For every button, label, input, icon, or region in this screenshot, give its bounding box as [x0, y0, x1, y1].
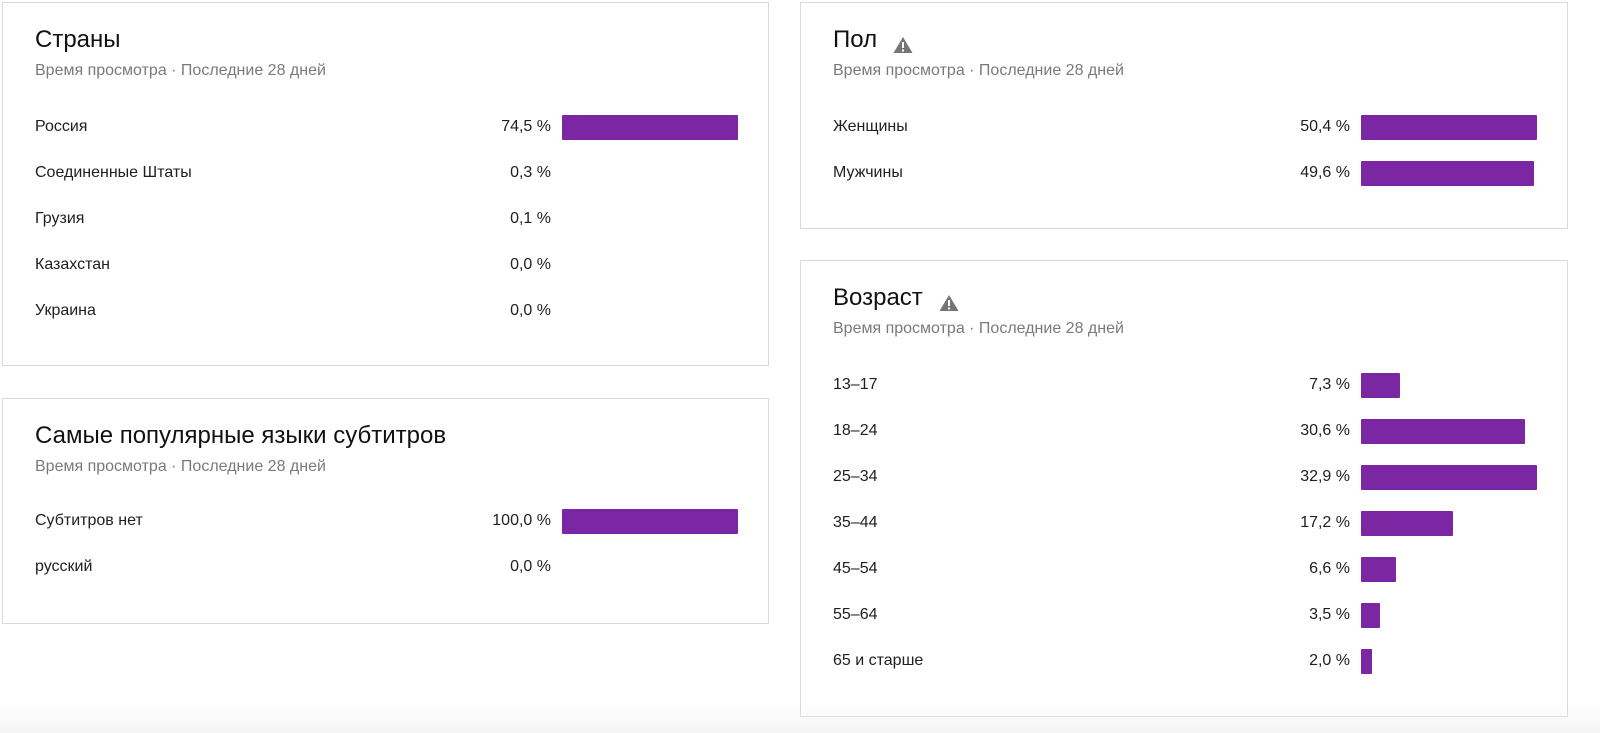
age-row-bar [1361, 419, 1525, 444]
subtitle-languages-rows: Субтитров нет 100,0 % русский 0,0 % [35, 505, 738, 597]
age-row-bar [1361, 373, 1400, 398]
countries-row-value: 0,0 % [510, 302, 551, 319]
age-row-value: 17,2 % [1300, 514, 1350, 531]
gender-row-bar [1361, 115, 1537, 140]
countries-row-label: Россия [35, 118, 88, 135]
age-row: 25–34 32,9 % [833, 461, 1537, 507]
age-row: 18–24 30,6 % [833, 415, 1537, 461]
countries-row: Соединенные Штаты 0,3 % [35, 157, 738, 203]
countries-row-label: Соединенные Штаты [35, 164, 192, 181]
warning-icon[interactable] [893, 32, 913, 53]
countries-title-text: Страны [35, 26, 121, 53]
countries-card: Страны Время просмотра · Последние 28 дн… [2, 2, 769, 366]
subtitle-languages-card: Самые популярные языки субтитров Время п… [2, 398, 769, 624]
gender-card: Пол Время просмотра · Последние 28 дней … [800, 2, 1568, 229]
age-row-bar [1361, 649, 1372, 674]
gender-title: Пол [833, 25, 913, 55]
subtitles-row-value: 100,0 % [492, 512, 551, 529]
subtitle-languages-title-text: Самые популярные языки субтитров [35, 422, 447, 449]
age-row-bar [1361, 557, 1396, 582]
gender-row-label: Мужчины [833, 164, 903, 181]
countries-row-label: Грузия [35, 210, 85, 227]
age-row: 13–17 7,3 % [833, 369, 1537, 415]
subtitles-row-bar [562, 509, 738, 534]
age-row-label: 18–24 [833, 422, 878, 439]
countries-row: Грузия 0,1 % [35, 203, 738, 249]
countries-row-label: Казахстан [35, 256, 110, 273]
countries-title: Страны [35, 25, 121, 55]
age-row-label: 25–34 [833, 468, 878, 485]
age-row: 35–44 17,2 % [833, 507, 1537, 553]
age-row: 55–64 3,5 % [833, 599, 1537, 645]
gender-row-bar [1361, 161, 1534, 186]
age-title: Возраст [833, 283, 959, 313]
age-row-bar [1361, 511, 1453, 536]
age-card: Возраст Время просмотра · Последние 28 д… [800, 260, 1568, 717]
countries-row-value: 0,0 % [510, 256, 551, 273]
age-row-value: 7,3 % [1309, 376, 1350, 393]
subtitles-row-label: Субтитров нет [35, 512, 143, 529]
gender-subtitle: Время просмотра · Последние 28 дней [833, 62, 1124, 79]
age-row-label: 35–44 [833, 514, 878, 531]
countries-subtitle: Время просмотра · Последние 28 дней [35, 62, 326, 79]
countries-rows: Россия 74,5 % Соединенные Штаты 0,3 % Грузия… [35, 111, 738, 341]
age-row-bar [1361, 465, 1537, 490]
age-row-value: 32,9 % [1300, 468, 1350, 485]
subtitles-row: русский 0,0 % [35, 551, 738, 597]
age-row-label: 45–54 [833, 560, 878, 577]
gender-row-label: Женщины [833, 118, 908, 135]
warning-icon[interactable] [939, 290, 959, 311]
subtitles-row-value: 0,0 % [510, 558, 551, 575]
countries-row: Казахстан 0,0 % [35, 249, 738, 295]
gender-row: Мужчины 49,6 % [833, 157, 1537, 203]
age-row-bar [1361, 603, 1380, 628]
age-row-label: 65 и старше [833, 652, 924, 669]
age-rows: 13–17 7,3 % 18–24 30,6 % 25–34 32,9 % 35–44 17,… [833, 369, 1537, 691]
countries-row: Украина 0,0 % [35, 295, 738, 341]
age-row: 45–54 6,6 % [833, 553, 1537, 599]
gender-row-value: 49,6 % [1300, 164, 1350, 181]
countries-row-label: Украина [35, 302, 96, 319]
countries-row-value: 74,5 % [501, 118, 551, 135]
gender-title-text: Пол [833, 26, 878, 53]
subtitle-languages-title: Самые популярные языки субтитров [35, 421, 446, 451]
age-row-value: 30,6 % [1300, 422, 1350, 439]
gender-row: Женщины 50,4 % [833, 111, 1537, 157]
age-row-value: 6,6 % [1309, 560, 1350, 577]
age-title-text: Возраст [833, 284, 923, 311]
countries-row-bar [562, 115, 738, 140]
countries-row: Россия 74,5 % [35, 111, 738, 157]
age-row-label: 13–17 [833, 376, 878, 393]
age-row-value: 2,0 % [1309, 652, 1350, 669]
countries-row-value: 0,1 % [510, 210, 551, 227]
gender-row-value: 50,4 % [1300, 118, 1350, 135]
age-subtitle: Время просмотра · Последние 28 дней [833, 320, 1124, 337]
subtitles-row: Субтитров нет 100,0 % [35, 505, 738, 551]
countries-row-value: 0,3 % [510, 164, 551, 181]
age-row: 65 и старше 2,0 % [833, 645, 1537, 691]
gender-rows: Женщины 50,4 % Мужчины 49,6 % [833, 111, 1537, 203]
age-row-value: 3,5 % [1309, 606, 1350, 623]
subtitles-row-label: русский [35, 558, 93, 575]
subtitle-languages-subtitle: Время просмотра · Последние 28 дней [35, 458, 326, 475]
age-row-label: 55–64 [833, 606, 878, 623]
